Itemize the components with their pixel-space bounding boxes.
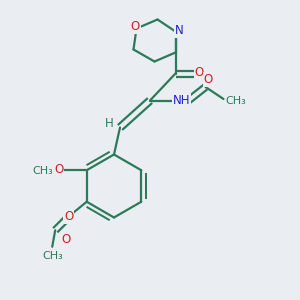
Text: O: O	[61, 233, 70, 246]
Text: N: N	[175, 24, 184, 38]
Text: O: O	[204, 73, 213, 86]
Text: O: O	[54, 163, 63, 176]
Text: CH₃: CH₃	[32, 166, 53, 176]
Text: O: O	[195, 66, 204, 80]
Text: H: H	[105, 117, 114, 130]
Text: CH₃: CH₃	[226, 96, 247, 106]
Text: O: O	[130, 20, 140, 34]
Text: NH: NH	[173, 94, 190, 107]
Text: CH₃: CH₃	[42, 251, 63, 261]
Text: O: O	[64, 210, 73, 223]
